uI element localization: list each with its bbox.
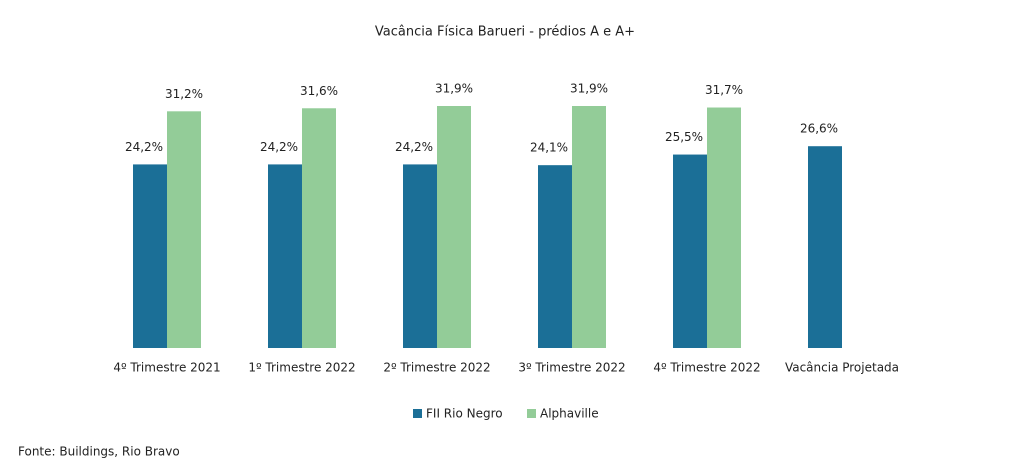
bar [302, 108, 336, 348]
bar [572, 106, 606, 348]
data-label: 24,1% [530, 141, 568, 155]
x-tick-label: 4º Trimestre 2021 [113, 361, 220, 375]
legend-swatch [413, 409, 422, 418]
source-note: Fonte: Buildings, Rio Bravo [18, 445, 180, 459]
bar [167, 111, 201, 348]
data-label: 26,6% [800, 122, 838, 136]
chart-title: Vacância Física Barueri - prédios A e A+ [375, 25, 635, 40]
x-tick-label: 1º Trimestre 2022 [248, 361, 355, 375]
data-label: 24,2% [260, 140, 298, 154]
x-tick-label: 2º Trimestre 2022 [383, 361, 490, 375]
bar [538, 165, 572, 348]
data-label: 31,9% [435, 82, 473, 96]
bar [268, 164, 302, 348]
bar [707, 107, 741, 348]
bar [133, 164, 167, 348]
data-label: 24,2% [395, 140, 433, 154]
legend-label: FII Rio Negro [426, 407, 503, 421]
bar [403, 164, 437, 348]
x-tick-label: 4º Trimestre 2022 [653, 361, 760, 375]
bar [673, 154, 707, 348]
data-label: 31,7% [705, 83, 743, 97]
data-label: 31,6% [300, 84, 338, 98]
data-label: 25,5% [665, 130, 703, 144]
x-tick-label: Vacância Projetada [785, 361, 899, 375]
bar [437, 106, 471, 348]
x-tick-label: 3º Trimestre 2022 [518, 361, 625, 375]
legend-label: Alphaville [540, 407, 599, 421]
data-label: 31,9% [570, 82, 608, 96]
bar [808, 146, 842, 348]
data-label: 31,2% [165, 87, 203, 101]
legend-swatch [527, 409, 536, 418]
data-label: 24,2% [125, 140, 163, 154]
